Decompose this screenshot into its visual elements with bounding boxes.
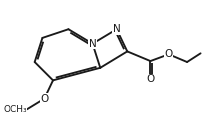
Text: O: O [146,74,154,84]
Text: N: N [113,24,121,34]
Text: OCH₃: OCH₃ [3,105,27,114]
Text: O: O [165,49,173,59]
Text: O: O [40,94,48,104]
Text: N: N [89,39,96,49]
